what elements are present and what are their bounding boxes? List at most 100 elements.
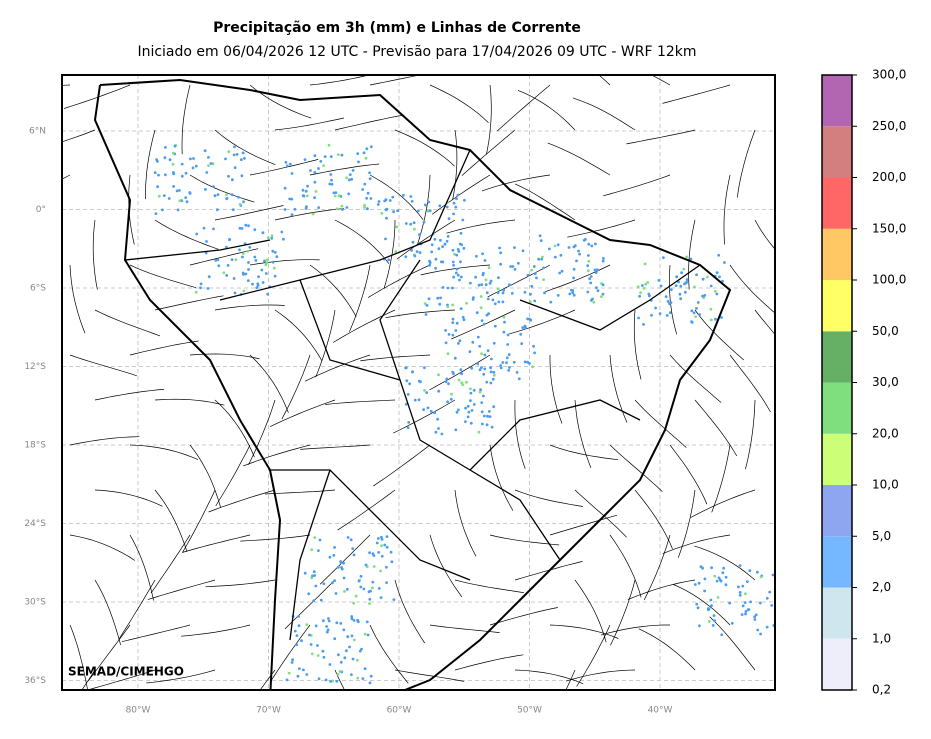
rain-cell xyxy=(487,266,491,270)
rain-cell xyxy=(502,330,506,334)
streamline xyxy=(69,624,88,690)
streamline xyxy=(429,84,489,124)
streamline xyxy=(118,579,156,640)
rain-cell xyxy=(310,652,314,656)
rain-cell xyxy=(312,570,316,574)
rain-cell xyxy=(768,590,772,594)
colorbar-segment xyxy=(822,587,852,639)
lat-label: 30°S xyxy=(24,598,46,608)
rain-cell xyxy=(418,233,421,237)
rain-cell xyxy=(331,581,334,585)
streamline xyxy=(694,309,745,361)
rain-cell xyxy=(571,291,575,295)
rain-cell xyxy=(303,571,307,575)
rain-cell xyxy=(333,637,337,641)
rain-cell xyxy=(718,275,721,279)
streamline xyxy=(454,489,477,557)
rain-cell xyxy=(480,283,484,287)
rain-cell xyxy=(439,296,442,300)
streamline xyxy=(643,534,671,601)
streamline xyxy=(284,579,336,630)
rain-cell xyxy=(461,218,465,222)
rain-cell xyxy=(369,145,373,149)
rain-cell xyxy=(497,276,500,280)
rain-cell xyxy=(253,255,257,259)
rain-cell xyxy=(690,309,694,313)
rain-cell xyxy=(385,581,388,584)
rain-cell xyxy=(543,291,546,295)
rain-cell xyxy=(171,162,175,166)
rain-cell xyxy=(261,231,265,235)
rain-cell xyxy=(509,265,512,268)
rain-cell xyxy=(601,283,605,287)
rain-cell xyxy=(251,282,254,286)
rain-cell xyxy=(740,613,744,616)
rain-cell xyxy=(469,281,472,285)
rain-cell xyxy=(685,255,689,259)
lat-label: 6°S xyxy=(30,284,46,294)
rain-cell xyxy=(480,352,483,355)
rain-cell xyxy=(586,264,590,267)
streamline xyxy=(309,264,357,317)
colorbar-segment xyxy=(822,536,852,588)
rain-cell xyxy=(744,610,748,613)
streamline xyxy=(609,444,663,492)
rain-cell xyxy=(454,428,458,432)
rain-cell xyxy=(783,612,786,615)
streamline xyxy=(274,117,344,131)
rain-cell xyxy=(322,582,326,586)
rain-cell xyxy=(310,548,314,552)
rain-cell xyxy=(512,360,516,364)
rain-cell xyxy=(211,162,215,166)
rain-cell xyxy=(424,313,428,316)
rain-cell xyxy=(469,391,473,395)
rain-cell xyxy=(308,633,311,637)
rain-cell xyxy=(239,158,243,162)
rain-cell xyxy=(316,654,320,657)
rain-cell xyxy=(636,285,640,289)
streamline xyxy=(332,309,396,343)
rain-cell xyxy=(329,155,333,159)
rain-cell xyxy=(354,594,358,598)
streamline xyxy=(274,309,323,362)
streamline xyxy=(369,624,409,684)
rain-cell xyxy=(280,230,284,234)
rain-cell xyxy=(724,583,728,587)
rain-cell xyxy=(437,247,441,251)
streamline xyxy=(360,354,431,362)
rain-cell xyxy=(301,188,305,192)
rain-cell xyxy=(335,207,339,211)
rain-cell xyxy=(233,166,237,170)
rain-cell xyxy=(426,406,430,410)
rain-cell xyxy=(454,271,458,275)
rain-cell xyxy=(302,668,305,672)
rain-cell xyxy=(232,153,236,157)
rain-cell xyxy=(241,252,245,256)
rain-cell xyxy=(235,153,239,156)
rain-cell xyxy=(489,381,493,385)
streamline xyxy=(334,219,390,264)
rain-cell xyxy=(483,259,487,262)
rain-cell xyxy=(202,226,206,230)
rain-cell xyxy=(460,243,463,247)
rain-cell xyxy=(455,253,459,257)
rain-cell xyxy=(683,282,686,286)
rain-cell xyxy=(587,269,590,273)
rain-cell xyxy=(405,379,409,383)
rain-cell xyxy=(167,197,171,200)
rain-cell xyxy=(362,151,366,155)
rain-cell xyxy=(216,193,220,197)
rain-cell xyxy=(640,284,644,287)
rain-cell xyxy=(650,313,653,317)
rain-cell xyxy=(369,674,373,678)
streamline xyxy=(634,489,673,549)
colorbar-segment xyxy=(822,638,852,690)
rain-cell xyxy=(454,329,458,332)
rain-cell xyxy=(490,357,493,361)
rain-cell xyxy=(434,266,437,270)
rain-cell xyxy=(359,585,363,589)
rain-cell xyxy=(429,409,433,413)
rain-cell xyxy=(535,276,538,280)
rain-cell xyxy=(717,576,721,580)
